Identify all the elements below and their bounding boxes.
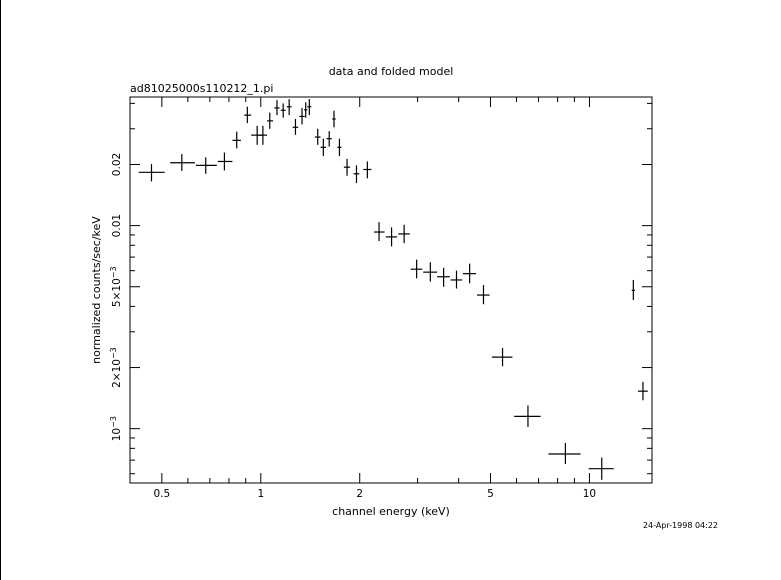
axis-ticks bbox=[129, 97, 652, 483]
data-point bbox=[450, 270, 463, 289]
y-tick-label: 2×10−3 bbox=[109, 347, 123, 388]
y-tick-labels: 0.020.015×10−32×10−310−3 bbox=[109, 153, 123, 441]
data-point bbox=[314, 128, 321, 145]
x-tick-labels: 0.5 1 2 5 10 bbox=[153, 488, 596, 500]
timestamp: 24-Apr-1998 04:22 bbox=[643, 521, 718, 530]
data-point bbox=[170, 154, 195, 171]
data-point bbox=[292, 119, 299, 135]
data-point bbox=[385, 227, 398, 247]
y-tick-label: 0.01 bbox=[111, 214, 123, 237]
data-point bbox=[631, 279, 635, 301]
data-point bbox=[548, 442, 581, 464]
data-point bbox=[462, 263, 477, 284]
x-tick-label: 5 bbox=[487, 488, 494, 500]
data-point bbox=[343, 158, 351, 176]
y-tick-label-exponent: −3 bbox=[109, 266, 118, 278]
data-points bbox=[138, 99, 648, 480]
data-point bbox=[332, 110, 336, 128]
x-tick-label: 10 bbox=[583, 488, 596, 500]
y-tick-label-base: 5×10 bbox=[111, 278, 123, 307]
y-tick-label-exponent: −3 bbox=[109, 416, 118, 428]
data-point bbox=[337, 138, 342, 157]
x-tick-label: 0.5 bbox=[153, 488, 170, 500]
data-point bbox=[423, 262, 438, 282]
data-point bbox=[232, 131, 241, 149]
data-point bbox=[363, 161, 372, 179]
data-point bbox=[299, 107, 305, 125]
data-point bbox=[410, 259, 423, 279]
y-tick-label: 0.02 bbox=[111, 153, 123, 176]
data-point bbox=[514, 405, 541, 427]
data-point bbox=[280, 103, 286, 118]
data-point bbox=[437, 267, 450, 287]
y-tick-label-base: 0.01 bbox=[111, 214, 123, 237]
x-tick-label: 1 bbox=[257, 488, 264, 500]
data-point bbox=[286, 99, 292, 116]
data-point bbox=[244, 106, 252, 124]
data-point bbox=[373, 222, 385, 241]
x-tick-label: 2 bbox=[356, 488, 363, 500]
y-tick-label: 10−3 bbox=[109, 416, 123, 441]
plot-area-box bbox=[129, 96, 653, 484]
data-point bbox=[588, 457, 614, 480]
data-point bbox=[477, 284, 490, 305]
data-point bbox=[353, 165, 360, 184]
y-tick-label: 5×10−3 bbox=[109, 266, 123, 307]
data-point bbox=[491, 347, 513, 367]
data-point bbox=[307, 99, 312, 116]
data-point bbox=[267, 112, 274, 129]
data-point bbox=[138, 164, 165, 182]
y-tick-label-base: 0.02 bbox=[111, 153, 123, 176]
data-point bbox=[195, 157, 217, 174]
chart-title: data and folded model bbox=[329, 65, 454, 78]
y-tick-label-base: 10 bbox=[111, 428, 123, 441]
data-point bbox=[637, 381, 648, 401]
data-point bbox=[217, 152, 233, 171]
data-point bbox=[320, 138, 327, 157]
data-point bbox=[398, 224, 410, 244]
y-axis-label: normalized counts/sec/keV bbox=[90, 216, 103, 364]
x-axis-label: channel energy (keV) bbox=[332, 505, 450, 518]
data-point bbox=[326, 131, 332, 147]
data-point bbox=[258, 125, 268, 145]
y-tick-label-base: 2×10 bbox=[111, 359, 123, 388]
y-tick-label-exponent: −3 bbox=[109, 347, 118, 359]
data-point bbox=[274, 100, 280, 116]
chart-subtitle: ad81025000s110212_1.pi bbox=[130, 82, 273, 95]
data-point bbox=[304, 102, 308, 118]
